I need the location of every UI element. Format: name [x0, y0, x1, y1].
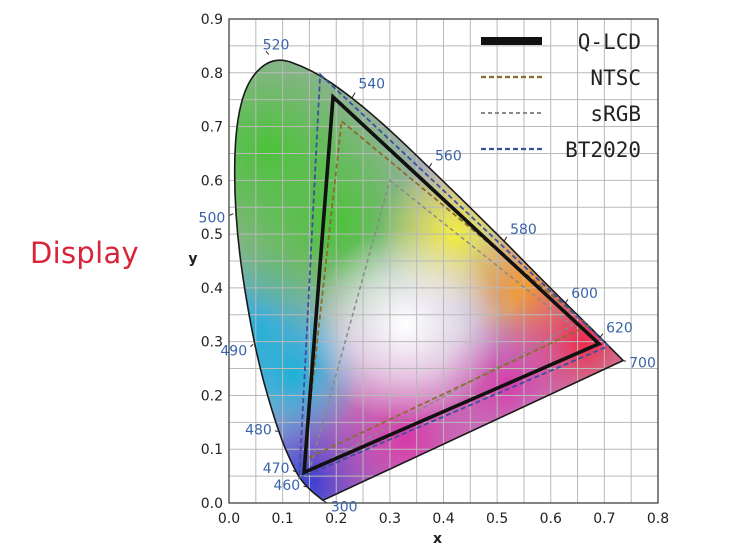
plot-border: [228, 18, 659, 504]
wavelength-label: 700: [629, 355, 656, 371]
x-tick-label: 0.5: [486, 511, 508, 527]
wavelength-label: 600: [571, 286, 598, 302]
y-tick-label: 0.7: [201, 120, 223, 136]
wavelength-label: 540: [358, 77, 385, 93]
wavelength-tick: [599, 333, 604, 338]
wavelength-label: 470: [263, 461, 290, 477]
x-tick-label: 0.3: [379, 511, 401, 527]
x-tick-label: 0.0: [218, 511, 240, 527]
wavelength-label: 620: [606, 320, 633, 336]
legend-label-srgb: sRGB: [590, 102, 641, 126]
wavelength-tick: [322, 499, 327, 504]
legend-label-bt2020: BT2020: [565, 138, 641, 162]
wavelength-tick: [250, 343, 254, 348]
x-tick-label: 0.8: [647, 511, 669, 527]
wavelength-label: 520: [263, 37, 290, 53]
gamut-triangle-ntsc: [303, 119, 590, 462]
y-tick-label: 0.6: [201, 173, 223, 189]
y-tick-label: 0.0: [201, 496, 223, 512]
legend: Q-LCD NTSC sRGB BT2020: [481, 30, 641, 162]
axis-titles: xy: [188, 251, 442, 546]
wavelength-tick: [503, 236, 508, 242]
wavelength-label: 460: [273, 478, 300, 494]
side-label: Display: [30, 236, 139, 270]
wavelength-tick: [428, 162, 433, 168]
y-tick-label: 0.8: [201, 66, 223, 82]
x-tick-label: 0.1: [271, 511, 293, 527]
x-tick-label: 0.7: [593, 511, 615, 527]
y-tick-label: 0.1: [201, 442, 223, 458]
wavelength-tick: [623, 360, 626, 362]
y-axis-title: y: [188, 251, 197, 267]
wavelength-label: 580: [510, 222, 537, 238]
gamut-triangles: [298, 72, 611, 480]
wavelength-label: 300: [331, 499, 358, 515]
legend-label-ntsc: NTSC: [590, 66, 641, 90]
y-tick-label: 0.3: [201, 335, 223, 351]
gamut-triangle-bt2020: [298, 72, 611, 480]
axis-ticks: 0.0 0.1 0.2 0.3 0.4 0.5 0.6 0.7 0.8 0.0 0.1 0.2 0.3 0…: [201, 12, 669, 527]
wavelength-tick: [274, 430, 278, 432]
x-axis-title: x: [433, 531, 442, 546]
wavelength-tick: [351, 92, 356, 98]
y-tick-label: 0.4: [201, 281, 223, 297]
wavelength-tick: [564, 299, 569, 304]
wavelength-label: 480: [245, 422, 272, 438]
wavelength-label: 500: [199, 211, 226, 227]
wavelength-tick: [292, 469, 296, 473]
wavelength-tick: [303, 485, 307, 488]
gamut-triangle-q-lcd: [302, 93, 603, 476]
legend-label-q-lcd: Q-LCD: [578, 30, 641, 54]
grid-lines: [228, 18, 659, 504]
color-blob: [309, 228, 503, 423]
wavelength-label: 490: [220, 343, 247, 359]
wavelength-tick: [229, 213, 234, 216]
wavelength-label: 560: [435, 148, 462, 164]
y-tick-label: 0.2: [201, 388, 223, 404]
x-tick-label: 0.4: [432, 511, 454, 527]
y-tick-label: 0.9: [201, 12, 223, 28]
x-tick-label: 0.2: [325, 511, 347, 527]
x-tick-label: 0.6: [540, 511, 562, 527]
spectral-locus-line: [233, 59, 625, 502]
y-tick-label: 0.5: [201, 227, 223, 243]
spectral-locus: [233, 59, 625, 502]
wavelength-tick: [265, 50, 270, 55]
